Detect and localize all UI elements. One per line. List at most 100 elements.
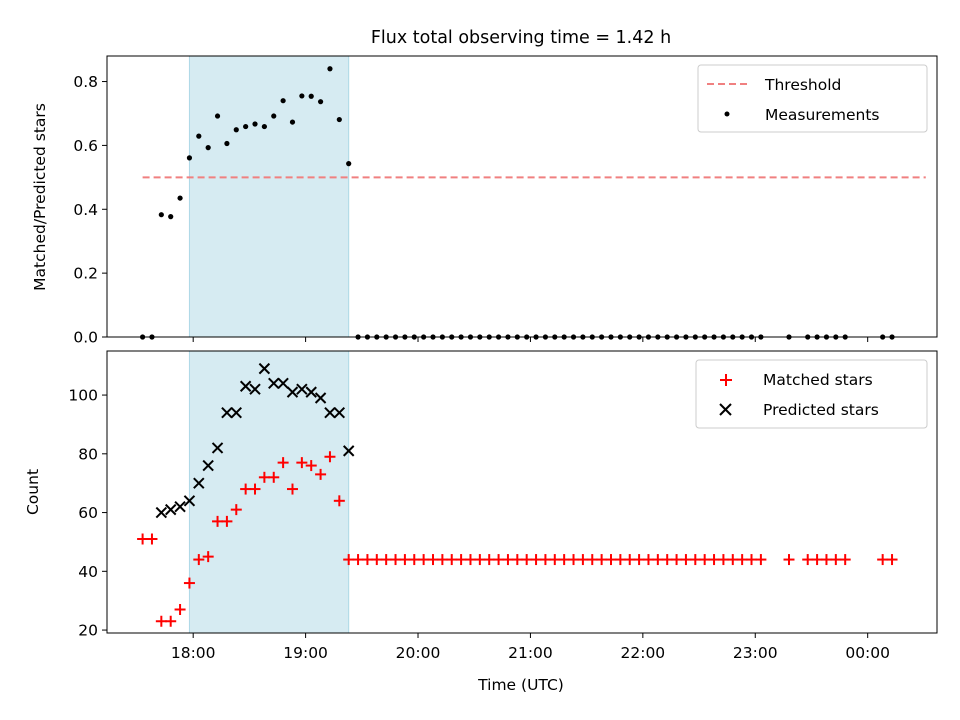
matched-star-point (464, 554, 476, 566)
matched-star-point (343, 554, 355, 566)
x-tick-label: 19:00 (283, 644, 328, 662)
measurement-point (224, 140, 230, 147)
predicted-star-point (193, 477, 205, 489)
matched-star-point (202, 551, 214, 563)
predicted-star-stroke (174, 500, 186, 513)
predicted-star-point (183, 495, 196, 507)
matched-star-point (286, 483, 298, 495)
matched-star-point (361, 554, 373, 566)
matched-star-point (661, 554, 673, 566)
predicted-star-stroke (230, 406, 242, 419)
bottom-x-ticks: 18:00 19:00 20:00 21:00 22:00 23:00 00:00 (171, 633, 890, 662)
matched-star-point (605, 554, 617, 566)
y-tick-label: 100 (68, 387, 98, 405)
predicted-star-stroke (286, 386, 299, 398)
measurement-point (243, 123, 249, 130)
bottom-y-axis-label: Count (24, 469, 42, 515)
y-tick-label: 0.8 (73, 73, 98, 91)
predicted-star-stroke (202, 459, 214, 472)
predicted-star-point (155, 506, 168, 519)
matched-star-point (324, 451, 336, 463)
matched-star-point (455, 554, 467, 566)
matched-star-point (558, 554, 570, 566)
measurement-point (299, 93, 305, 99)
matched-star-point (736, 554, 748, 566)
predicted-star-stroke (324, 406, 336, 419)
predicted-star-stroke (268, 377, 280, 390)
legend-matched-label: Matched stars (763, 371, 873, 389)
matched-star-point (521, 554, 533, 566)
matched-star-point (493, 554, 505, 566)
legend-predicted-label: Predicted stars (763, 401, 879, 419)
matched-star-point (399, 554, 411, 566)
predicted-star-stroke (183, 495, 196, 507)
matched-star-point (371, 554, 383, 566)
matched-star-point (146, 533, 158, 545)
matched-star-point (746, 554, 758, 566)
predicted-star-point (258, 362, 271, 375)
matched-star-point (474, 554, 486, 566)
matched-star-point (689, 554, 701, 566)
matched-star-point (155, 615, 167, 627)
predicted-star-stroke (258, 362, 271, 375)
predicted-star-stroke (333, 406, 346, 419)
matched-star-point (502, 554, 514, 566)
matched-star-point (258, 471, 270, 483)
top-y-axis-label: Matched/Predicted stars (31, 103, 49, 291)
predicted-star-point (296, 383, 308, 395)
matched-star-point (446, 554, 458, 566)
matched-star-point (418, 554, 430, 566)
bottom-y-ticks: 20 40 60 80 100 (68, 387, 107, 640)
predicted-star-stroke (155, 506, 168, 519)
top-span-shade (188, 55, 350, 338)
x-tick-label: 00:00 (845, 644, 890, 662)
matched-star-point (137, 533, 149, 545)
predicted-star-point (333, 406, 346, 419)
matched-star-point (755, 554, 767, 566)
legend-threshold-label: Threshold (764, 76, 841, 94)
predicted-star-stroke (211, 442, 224, 454)
measurement-point (317, 99, 324, 105)
matched-star-point (783, 554, 795, 566)
predicted-star-point (174, 500, 186, 513)
predicted-star-stroke (314, 392, 327, 404)
matched-star-point (811, 554, 823, 566)
matched-star-point (642, 554, 654, 566)
top-legend-box (697, 64, 928, 133)
matched-stars-points (137, 451, 898, 627)
matched-star-point (315, 468, 327, 480)
bottom-axes-frame (106, 350, 938, 634)
matched-star-point (221, 515, 233, 527)
measurement-point (177, 195, 183, 201)
predicted-star-stroke (193, 477, 205, 489)
matched-star-point (699, 554, 711, 566)
matched-star-point (174, 604, 186, 615)
matched-star-point (539, 554, 551, 566)
matched-star-point (633, 554, 645, 566)
measurement-point (308, 93, 314, 99)
measurement-point (186, 155, 193, 161)
matched-star-point (549, 554, 561, 566)
matched-star-point (305, 460, 317, 472)
measurement-point (336, 116, 342, 123)
y-tick-label: 0.0 (73, 329, 98, 347)
predicted-star-stroke (164, 503, 177, 516)
measurement-point (346, 161, 352, 167)
matched-star-point (183, 577, 195, 589)
matched-star-point (390, 554, 402, 566)
predicted-star-point (342, 445, 355, 457)
x-tick-label: 21:00 (508, 644, 553, 662)
predicted-star-point (277, 377, 289, 390)
matched-star-point (839, 554, 851, 566)
matched-star-point (680, 554, 692, 566)
y-tick-label: 20 (78, 622, 98, 640)
top-panel: 0.00.20.40.60.8 Matched/Predicted stars … (31, 55, 938, 347)
matched-star-point (277, 457, 289, 469)
top-legend: Threshold Measurements (697, 64, 928, 133)
x-axis-label: Time (UTC) (477, 676, 564, 694)
predicted-stars-points (155, 362, 355, 519)
predicted-star-point (221, 406, 233, 419)
y-tick-label: 80 (78, 445, 98, 463)
matched-star-point (886, 554, 898, 566)
matched-star-point (717, 554, 729, 566)
